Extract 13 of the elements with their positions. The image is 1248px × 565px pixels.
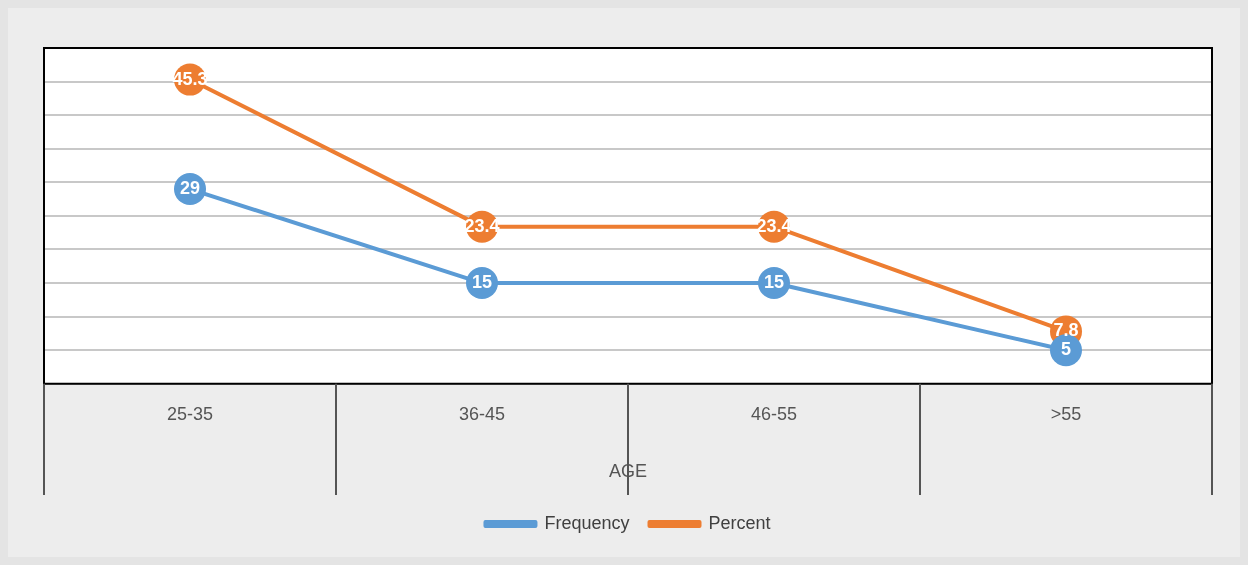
data-label: 23.4 (756, 215, 792, 236)
data-label: 23.4 (464, 215, 500, 236)
x-tick-label: >55 (1050, 403, 1082, 424)
data-label: 29 (179, 178, 201, 198)
data-label: 15 (471, 272, 493, 293)
legend-label: Frequency (544, 512, 630, 533)
data-label: 15 (763, 272, 785, 293)
x-tick-label: 46-55 (750, 403, 798, 424)
legend-label: Percent (708, 512, 771, 533)
data-label: 7.8 (1053, 320, 1079, 341)
x-tick-label: 25-35 (166, 403, 214, 424)
x-tick-label: 36-45 (458, 403, 506, 424)
data-label: 5 (1060, 339, 1072, 360)
